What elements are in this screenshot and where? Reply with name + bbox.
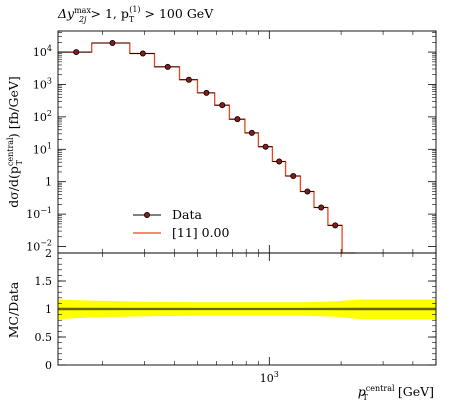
legend-mc-label: [11] 0.00 [172,225,230,240]
ratio-y-tick-label: 1.5 [35,275,53,288]
data-point [164,63,171,70]
mc-histogram-line [58,42,356,254]
data-point [234,116,241,123]
legend-data-marker [143,211,150,218]
data-point [219,102,226,109]
data-point [73,49,80,56]
ratio-y-tick-label: 1 [45,303,52,316]
data-point [318,204,325,211]
main-plot-frame [57,30,437,254]
data-point [276,158,283,165]
data-point [139,50,146,57]
data-point [304,188,311,195]
data-point [185,76,192,83]
data-point [290,172,297,179]
data-point [203,89,210,96]
y-tick-label: 101 [33,141,52,156]
legend-data-label: Data [172,207,202,222]
ratio-y-tick-label: 0 [45,359,52,372]
y-tick-label: 102 [33,109,52,124]
data-point [262,143,269,150]
legend: Data [11] 0.00 [133,207,230,240]
y-tick-label: 1 [45,176,52,189]
y-tick-label: 10−2 [26,239,52,254]
y-tick-label: 10−1 [26,206,52,221]
ratio-y-tick-label: 2 [45,247,52,260]
y-tick-label: 104 [33,44,52,59]
ratio-y-axis-label: MC/Data [6,281,21,338]
x-tick-label: 103 [260,370,279,385]
data-point [248,129,255,136]
y-tick-label: 103 [33,76,52,91]
data-point [332,222,339,229]
ratio-y-tick-label: 0.5 [35,331,53,344]
y-axis-label: dσ/d(pcentralT) [fb/GeV] [6,76,24,208]
data-point [109,40,116,47]
chart-title: Δymax 2j > 1, pT(1) > 100 GeV [57,5,214,24]
x-axis-label: pcentral T [GeV] [358,384,434,402]
